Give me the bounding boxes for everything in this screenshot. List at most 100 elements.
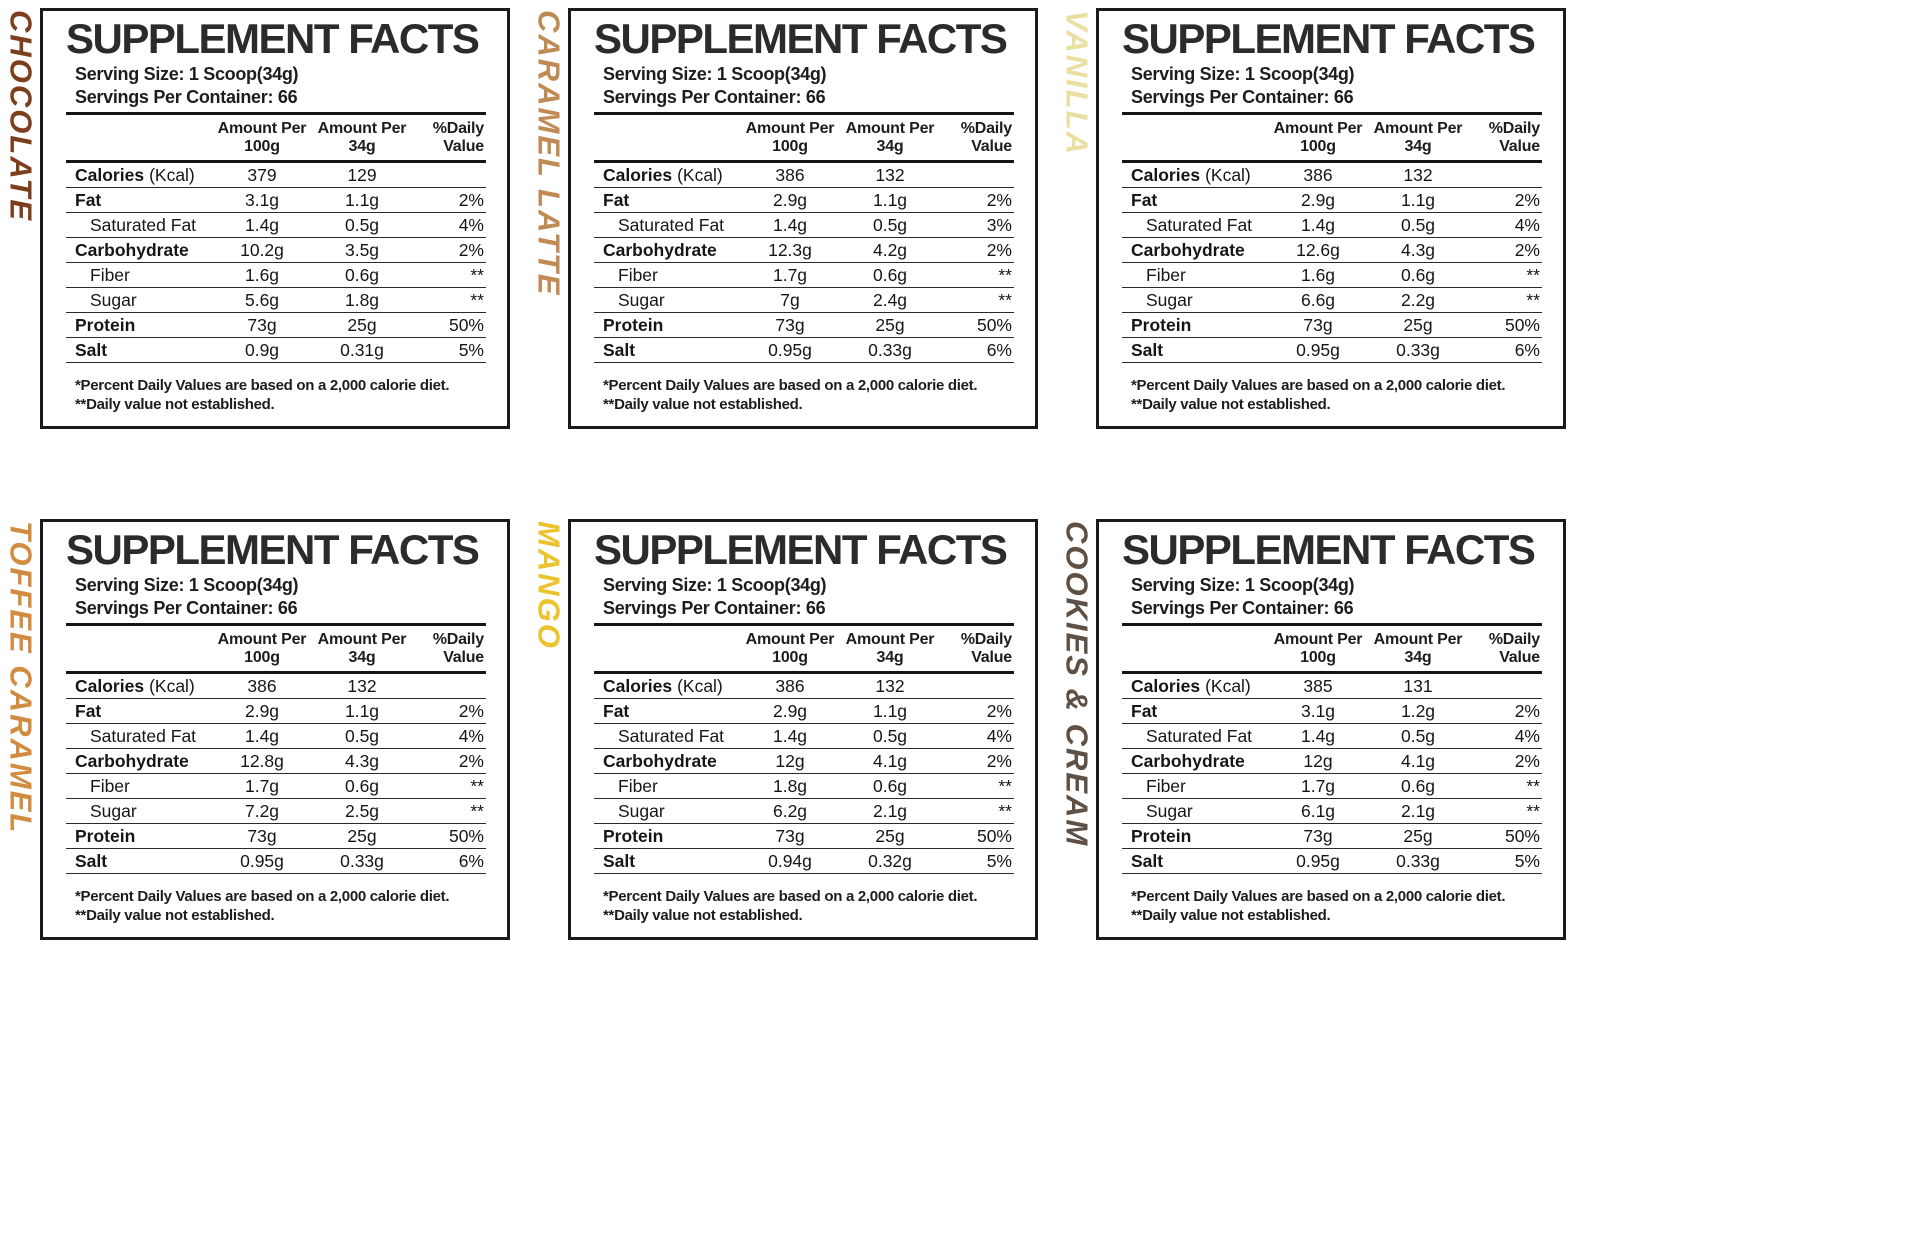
nutrient-name: Calories (603, 675, 673, 696)
nutrient-label-cell: Salt (594, 849, 740, 873)
supplement-facts-panel: SUPPLEMENT FACTS Serving Size: 1 Scoop(3… (1096, 519, 1566, 940)
amount-per-34g-value: 129 (347, 164, 377, 185)
nutrient-label-cell: Sugar (1122, 288, 1268, 312)
nutrient-label-cell: Saturated Fat (66, 213, 212, 237)
daily-value-percent: 2% (986, 189, 1012, 210)
nutrient-label-cell: Carbohydrate (66, 238, 212, 262)
daily-value-percent: 3% (986, 214, 1012, 235)
nutrient-name: Salt (1131, 339, 1164, 360)
nutrient-label-cell: Calories (Kcal) (1122, 163, 1268, 187)
amount-per-34g-value: 1.2g (1400, 700, 1436, 721)
footnote-not-established: **Daily value not established. (75, 395, 275, 413)
header-spacer (594, 120, 740, 156)
nutrient-label-cell: Protein (1122, 313, 1268, 337)
flavor-panel-group: MANGO SUPPLEMENT FACTS Serving Size: 1 S… (530, 519, 1038, 940)
header-daily-value-line1: %Daily (432, 631, 484, 649)
header-daily-value: %Daily Value (940, 631, 1014, 667)
header-amount-per-100g: Amount Per 100g (212, 631, 312, 667)
amount-per-100g-value: 73g (247, 314, 277, 335)
header-amount-per-34g-line2: 34g (348, 649, 376, 667)
serving-size-text: Serving Size: 1 Scoop(34g) (75, 575, 299, 596)
daily-value-percent: 2% (1514, 750, 1540, 771)
nutrient-label-cell: Salt (1122, 849, 1268, 873)
nutrient-label-cell: Fiber (1122, 774, 1268, 798)
header-spacer (1122, 120, 1268, 156)
nutrient-label-cell: Fiber (66, 774, 212, 798)
header-daily-value: %Daily Value (940, 120, 1014, 156)
amount-per-100g-value: 3.1g (1300, 700, 1336, 721)
amount-per-100g-value: 73g (1303, 825, 1333, 846)
amount-per-34g-value: 3.5g (344, 239, 380, 260)
nutrient-unit-label: (Kcal) (1205, 164, 1251, 185)
amount-per-34g-value: 0.33g (1396, 339, 1440, 360)
daily-value-percent (412, 163, 486, 187)
nutrient-name: Fat (603, 189, 630, 210)
daily-value-percent (940, 674, 1014, 698)
nutrient-name: Salt (75, 850, 108, 871)
header-divider (594, 623, 1014, 627)
amount-per-34g-value: 0.5g (872, 725, 908, 746)
facts-row: Saturated Fat 1.4g 0.5g 4% (594, 724, 1014, 749)
nutrient-name: Fiber (90, 775, 130, 796)
supplement-facts-panel: SUPPLEMENT FACTS Serving Size: 1 Scoop(3… (40, 519, 510, 940)
daily-value-percent: 2% (1514, 700, 1540, 721)
footnote-not-established: **Daily value not established. (1131, 906, 1331, 924)
amount-per-34g-value: 2.1g (1400, 800, 1436, 821)
daily-value-percent: ** (470, 289, 484, 310)
nutrient-name: Saturated Fat (618, 725, 725, 746)
amount-per-34g-value: 0.6g (872, 264, 908, 285)
facts-row: Saturated Fat 1.4g 0.5g 4% (1122, 213, 1542, 238)
daily-value-percent: 4% (458, 214, 484, 235)
nutrient-name: Sugar (618, 800, 665, 821)
daily-value-percent: 2% (986, 239, 1012, 260)
flavor-column: VANILLA (1058, 8, 1096, 156)
nutrient-label-cell: Fiber (66, 263, 212, 287)
amount-per-34g-value: 0.31g (340, 339, 384, 360)
amount-per-100g-value: 1.4g (772, 725, 808, 746)
nutrient-label-cell: Sugar (594, 799, 740, 823)
nutrient-label-cell: Calories (Kcal) (1122, 674, 1268, 698)
header-amount-per-34g: Amount Per 34g (1368, 120, 1468, 156)
header-daily-value-line2: Value (443, 649, 484, 667)
facts-row: Fat 3.1g 1.2g 2% (1122, 699, 1542, 724)
header-amount-per-34g-line1: Amount Per (317, 120, 407, 138)
header-amount-per-34g: Amount Per 34g (1368, 631, 1468, 667)
facts-row: Fat 2.9g 1.1g 2% (66, 699, 486, 724)
amount-per-34g-value: 2.2g (1400, 289, 1436, 310)
header-amount-per-34g: Amount Per 34g (840, 631, 940, 667)
footnotes: *Percent Daily Values are based on a 2,0… (594, 888, 1014, 926)
header-amount-per-100g-line1: Amount Per (1273, 120, 1363, 138)
panel-title: SUPPLEMENT FACTS (66, 15, 480, 62)
amount-per-34g-value: 0.33g (868, 339, 912, 360)
amount-per-100g-value: 1.6g (1300, 264, 1336, 285)
flavor-panel-group: CHOCOLATE SUPPLEMENT FACTS Serving Size:… (2, 8, 510, 429)
serving-size-text: Serving Size: 1 Scoop(34g) (603, 575, 827, 596)
amount-per-100g-value: 0.95g (240, 850, 284, 871)
facts-row: Carbohydrate 12.8g 4.3g 2% (66, 749, 486, 774)
nutrient-unit-label: (Kcal) (677, 164, 723, 185)
serving-size-text: Serving Size: 1 Scoop(34g) (75, 64, 299, 85)
facts-header: Amount Per 100g Amount Per 34g %Daily Va… (594, 626, 1014, 674)
nutrient-label-cell: Carbohydrate (66, 749, 212, 773)
amount-per-34g-value: 4.3g (344, 750, 380, 771)
nutrient-label-cell: Saturated Fat (66, 724, 212, 748)
flavor-name-label: COOKIES & CREAM (1059, 521, 1095, 848)
daily-value-percent (1468, 163, 1542, 187)
nutrient-label-cell: Calories (Kcal) (594, 674, 740, 698)
header-amount-per-34g-line2: 34g (876, 649, 904, 667)
facts-row: Protein 73g 25g 50% (66, 824, 486, 849)
supplement-facts-panel: SUPPLEMENT FACTS Serving Size: 1 Scoop(3… (568, 519, 1038, 940)
serving-size-text: Serving Size: 1 Scoop(34g) (1131, 64, 1355, 85)
nutrient-name: Sugar (618, 289, 665, 310)
amount-per-34g-value: 0.33g (340, 850, 384, 871)
daily-value-percent (412, 674, 486, 698)
amount-per-100g-value: 7.2g (244, 800, 280, 821)
nutrient-label-cell: Fat (1122, 699, 1268, 723)
servings-per-container-text: Servings Per Container: 66 (75, 598, 298, 619)
serving-size-text: Serving Size: 1 Scoop(34g) (1131, 575, 1355, 596)
header-amount-per-100g-line1: Amount Per (1273, 631, 1363, 649)
nutrient-name: Calories (1131, 675, 1201, 696)
daily-value-percent: 2% (458, 189, 484, 210)
amount-per-100g-value: 379 (247, 164, 277, 185)
amount-per-100g-value: 2.9g (772, 189, 808, 210)
